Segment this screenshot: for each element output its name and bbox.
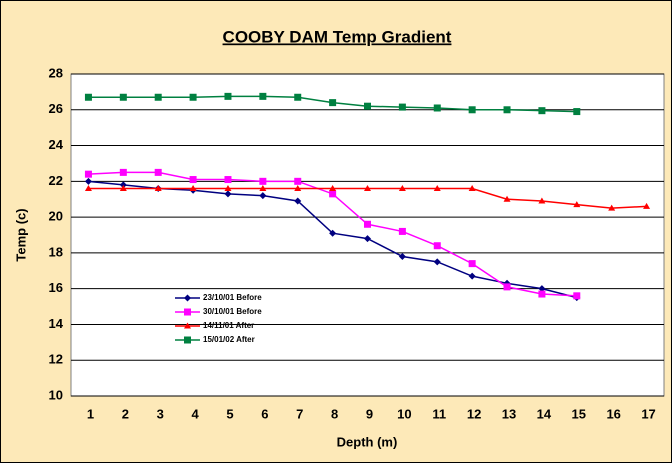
marker <box>643 202 651 209</box>
marker <box>259 184 267 191</box>
x-tick-label: 9 <box>366 406 373 421</box>
marker <box>503 195 511 202</box>
y-tick-label: 18 <box>49 244 63 259</box>
marker <box>84 170 92 178</box>
x-tick-label: 5 <box>226 406 233 421</box>
marker <box>184 322 191 329</box>
x-tick-label: 15 <box>572 406 586 421</box>
x-axis-title: Depth (m) <box>337 434 398 449</box>
marker <box>294 177 302 185</box>
marker <box>573 201 581 208</box>
marker <box>433 242 441 250</box>
x-tick-label: 16 <box>606 406 620 421</box>
marker <box>538 290 546 298</box>
marker <box>364 220 371 228</box>
legend-label: 23/10/01 Before <box>203 293 262 302</box>
marker <box>398 227 406 235</box>
x-tick-label: 11 <box>432 406 446 421</box>
y-tick-label: 12 <box>49 352 63 367</box>
marker <box>538 285 546 293</box>
marker <box>538 107 546 115</box>
y-tick-label: 16 <box>49 280 63 295</box>
marker <box>259 92 267 100</box>
marker <box>433 104 441 112</box>
x-tick-label: 12 <box>467 406 481 421</box>
x-tick-label: 4 <box>191 406 199 421</box>
marker <box>573 292 581 300</box>
marker <box>84 184 92 191</box>
marker <box>468 272 476 280</box>
marker <box>538 197 546 204</box>
marker <box>154 184 162 191</box>
marker <box>468 106 476 114</box>
y-tick-label: 28 <box>49 65 63 80</box>
marker <box>398 252 406 260</box>
marker <box>329 190 337 198</box>
x-tick-label: 7 <box>296 406 303 421</box>
y-tick-label: 14 <box>49 316 64 331</box>
x-tick-label: 2 <box>122 406 129 421</box>
plot-area <box>70 73 665 397</box>
y-tick-label: 22 <box>49 173 63 188</box>
marker <box>398 184 406 191</box>
marker <box>259 177 267 185</box>
marker <box>503 283 511 291</box>
marker <box>224 92 232 100</box>
marker <box>184 294 191 302</box>
marker <box>468 184 476 191</box>
marker <box>119 168 127 176</box>
y-tick-label: 24 <box>49 137 64 152</box>
marker <box>259 192 267 200</box>
legend-label: 30/10/01 Before <box>203 307 262 316</box>
marker <box>119 184 127 191</box>
marker <box>329 99 337 107</box>
x-tick-label: 13 <box>502 406 516 421</box>
x-tick-label: 3 <box>157 406 164 421</box>
legend-label: 14/11/01 After <box>203 321 254 330</box>
marker <box>294 93 302 101</box>
marker <box>154 93 162 101</box>
marker <box>189 176 197 184</box>
marker <box>433 184 441 191</box>
marker <box>84 93 92 101</box>
marker <box>154 168 162 176</box>
marker <box>364 102 371 110</box>
marker <box>84 177 92 185</box>
x-tick-label: 6 <box>261 406 268 421</box>
marker <box>184 308 191 316</box>
marker <box>224 190 232 198</box>
marker <box>364 184 371 191</box>
marker <box>329 229 337 237</box>
y-tick-label: 10 <box>49 387 63 402</box>
x-tick-label: 1 <box>87 406 94 421</box>
marker <box>189 93 197 101</box>
y-axis-title: Temp (c) <box>13 208 28 261</box>
y-tick-label: 26 <box>49 101 63 116</box>
marker <box>468 260 476 268</box>
marker <box>224 184 232 191</box>
x-tick-label: 14 <box>537 406 552 421</box>
marker <box>608 204 616 211</box>
x-tick-label: 17 <box>641 406 655 421</box>
marker <box>119 181 127 189</box>
marker <box>573 108 581 116</box>
chart-title: COOBY DAM Temp Gradient <box>223 27 452 46</box>
x-tick-label: 10 <box>397 406 411 421</box>
marker <box>294 184 302 191</box>
marker <box>398 103 406 111</box>
y-tick-label: 20 <box>49 209 63 224</box>
marker <box>364 235 371 243</box>
marker <box>189 184 197 191</box>
x-tick-label: 8 <box>331 406 338 421</box>
marker <box>224 176 232 184</box>
marker <box>433 258 441 266</box>
marker <box>503 106 511 114</box>
marker <box>329 184 337 191</box>
marker <box>294 197 302 205</box>
legend-label: 15/01/02 After <box>203 335 255 344</box>
marker <box>184 336 191 344</box>
marker <box>119 93 127 101</box>
